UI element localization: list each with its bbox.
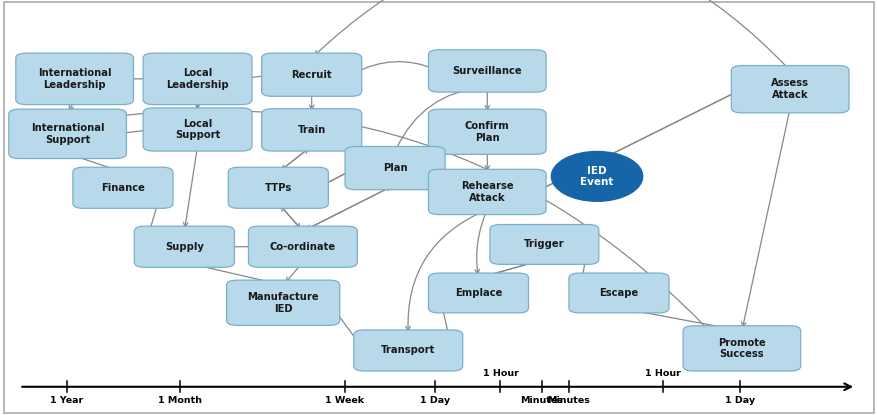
Text: 1 Week: 1 Week (325, 396, 364, 405)
Text: Manufacture
IED: Manufacture IED (247, 292, 318, 314)
FancyBboxPatch shape (226, 280, 339, 325)
Ellipse shape (551, 151, 642, 201)
Text: Local
Support: Local Support (175, 119, 220, 140)
FancyBboxPatch shape (428, 169, 545, 215)
Text: 1 Day: 1 Day (724, 396, 754, 405)
FancyBboxPatch shape (73, 167, 173, 208)
Text: 1 Month: 1 Month (158, 396, 202, 405)
FancyBboxPatch shape (428, 109, 545, 154)
Text: Escape: Escape (599, 288, 638, 298)
FancyBboxPatch shape (228, 167, 328, 208)
Text: 1 Day: 1 Day (419, 396, 449, 405)
Text: Plan: Plan (382, 163, 407, 173)
FancyBboxPatch shape (16, 53, 133, 105)
FancyBboxPatch shape (428, 273, 528, 313)
FancyBboxPatch shape (143, 108, 252, 151)
Text: 1 Hour: 1 Hour (482, 369, 517, 378)
Text: Promote
Success: Promote Success (717, 337, 765, 359)
Text: International
Support: International Support (31, 123, 104, 145)
FancyBboxPatch shape (428, 50, 545, 92)
FancyBboxPatch shape (345, 146, 445, 190)
FancyBboxPatch shape (353, 330, 462, 371)
FancyBboxPatch shape (568, 273, 668, 313)
Text: Co-ordinate: Co-ordinate (269, 242, 336, 252)
Text: 1 Hour: 1 Hour (645, 369, 680, 378)
Text: Emplace: Emplace (454, 288, 502, 298)
Text: Confirm
Plan: Confirm Plan (465, 121, 509, 143)
Text: Surveillance: Surveillance (452, 66, 522, 76)
FancyBboxPatch shape (134, 226, 234, 267)
FancyBboxPatch shape (261, 53, 361, 96)
FancyBboxPatch shape (143, 53, 252, 105)
Text: IED
Event: IED Event (580, 166, 613, 187)
Text: Train: Train (297, 125, 325, 135)
Text: Minutes: Minutes (520, 396, 562, 405)
Text: Recruit: Recruit (291, 70, 332, 80)
Text: Finance: Finance (101, 183, 145, 193)
Text: Assess
Attack: Assess Attack (770, 78, 809, 100)
FancyBboxPatch shape (489, 225, 598, 264)
Text: Trigger: Trigger (524, 239, 564, 249)
FancyBboxPatch shape (9, 109, 126, 159)
FancyBboxPatch shape (261, 109, 361, 151)
Text: Rehearse
Attack: Rehearse Attack (460, 181, 513, 203)
Text: Supply: Supply (165, 242, 203, 252)
FancyBboxPatch shape (682, 326, 800, 371)
Text: 1 Year: 1 Year (50, 396, 83, 405)
FancyBboxPatch shape (248, 226, 357, 267)
Text: TTPs: TTPs (264, 183, 292, 193)
Text: Transport: Transport (381, 345, 435, 356)
Text: Local
Leadership: Local Leadership (166, 68, 229, 90)
Text: Minutes: Minutes (547, 396, 589, 405)
FancyBboxPatch shape (731, 66, 848, 113)
Text: International
Leadership: International Leadership (38, 68, 111, 90)
